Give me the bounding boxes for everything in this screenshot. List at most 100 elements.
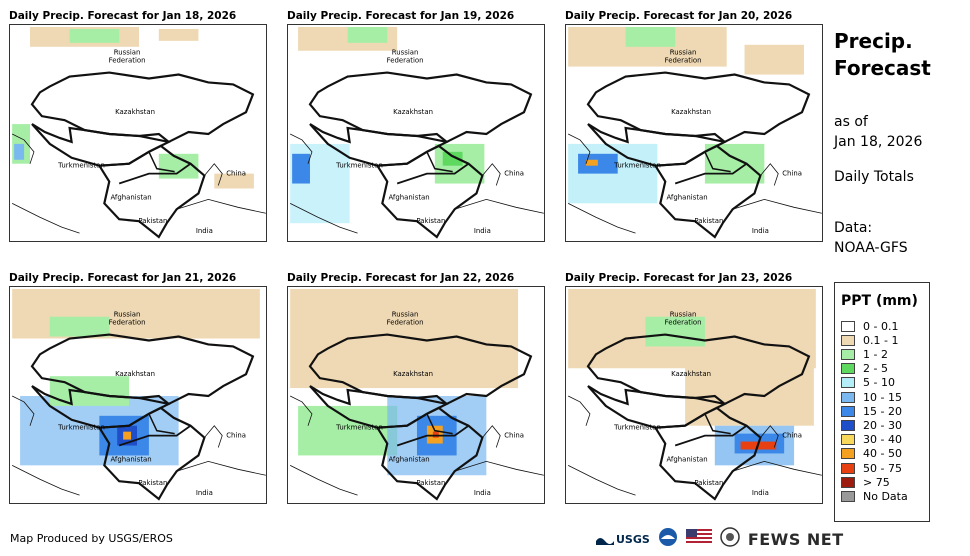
svg-text:Federation: Federation — [387, 57, 424, 65]
legend-item: 30 - 40 — [841, 433, 902, 447]
svg-text:India: India — [474, 227, 491, 235]
panel-title: Daily Precip. Forecast for Jan 19, 2026 — [287, 10, 515, 22]
legend-label: 2 - 5 — [863, 362, 888, 376]
svg-text:Russian: Russian — [114, 49, 141, 57]
precip-overlay — [290, 26, 485, 224]
precip-map: Russian Federation Kazakhstan Turkmenist… — [287, 24, 545, 242]
svg-text:Pakistan: Pakistan — [138, 217, 167, 225]
legend-swatch — [841, 377, 855, 389]
legend-label: No Data — [863, 489, 908, 503]
svg-text:Federation: Federation — [387, 319, 424, 327]
svg-text:China: China — [226, 432, 246, 440]
svg-text:Pakistan: Pakistan — [694, 217, 723, 225]
svg-text:India: India — [474, 489, 491, 497]
svg-text:Federation: Federation — [665, 319, 702, 327]
legend-swatch — [841, 434, 855, 446]
usgs-wave-icon — [596, 538, 614, 545]
legend-swatch — [841, 334, 855, 346]
panel-title: Daily Precip. Forecast for Jan 21, 2026 — [9, 272, 237, 284]
svg-text:Pakistan: Pakistan — [416, 479, 445, 487]
data-source: Data: NOAA-GFS — [834, 220, 908, 256]
svg-text:Afghanistan: Afghanistan — [110, 193, 151, 201]
svg-text:Kazakhstan: Kazakhstan — [115, 370, 155, 378]
legend-label: 10 - 15 — [863, 390, 902, 404]
legend-swatch — [841, 462, 855, 474]
svg-text:India: India — [196, 489, 213, 497]
legend-swatch — [841, 476, 855, 488]
svg-text:India: India — [752, 489, 769, 497]
svg-text:Kazakhstan: Kazakhstan — [671, 108, 711, 116]
us-flag-icon — [685, 529, 712, 549]
legend-label: 1 - 2 — [863, 347, 888, 361]
legend-item: 50 - 75 — [841, 461, 902, 475]
svg-text:Russian: Russian — [392, 311, 419, 319]
svg-text:Turkmenistan: Turkmenistan — [335, 424, 383, 432]
precip-overlay — [290, 288, 519, 476]
svg-text:Federation: Federation — [665, 57, 702, 65]
svg-text:Kazakhstan: Kazakhstan — [393, 370, 433, 378]
svg-text:Afghanistan: Afghanistan — [666, 455, 707, 463]
svg-text:Russian: Russian — [670, 49, 697, 57]
usgs-logo: USGS — [596, 533, 650, 546]
svg-text:Afghanistan: Afghanistan — [388, 455, 429, 463]
precip-overlay — [568, 26, 804, 204]
legend-label: 50 - 75 — [863, 461, 902, 475]
svg-text:China: China — [782, 170, 802, 178]
fews-net-logo: FEWS NET — [747, 529, 844, 549]
legend-swatch — [841, 363, 855, 375]
panel-title: Daily Precip. Forecast for Jan 20, 2026 — [565, 10, 793, 22]
precip-map: Russian Federation Kazakhstan Turkmenist… — [565, 24, 823, 242]
svg-text:Kazakhstan: Kazakhstan — [393, 108, 433, 116]
legend-item: 2 - 5 — [841, 362, 888, 376]
usaid-seal-icon — [720, 527, 740, 551]
svg-text:Russian: Russian — [392, 49, 419, 57]
svg-text:Afghanistan: Afghanistan — [110, 455, 151, 463]
legend-label: 15 - 20 — [863, 404, 902, 418]
panel-title: Daily Precip. Forecast for Jan 18, 2026 — [9, 10, 237, 22]
svg-text:Russian: Russian — [114, 311, 141, 319]
legend-swatch — [841, 490, 855, 502]
legend-item: No Data — [841, 489, 908, 503]
svg-text:China: China — [504, 432, 524, 440]
legend-item: 15 - 20 — [841, 404, 902, 418]
svg-text:China: China — [504, 170, 524, 178]
svg-text:China: China — [226, 170, 246, 178]
svg-text:Kazakhstan: Kazakhstan — [671, 370, 711, 378]
svg-text:Afghanistan: Afghanistan — [666, 193, 707, 201]
legend-label: 30 - 40 — [863, 433, 902, 447]
legend-swatch — [841, 348, 855, 360]
legend-item: 5 - 10 — [841, 376, 895, 390]
legend-label: 5 - 10 — [863, 376, 895, 390]
svg-text:Turkmenistan: Turkmenistan — [613, 424, 661, 432]
legend-title: PPT (mm) — [841, 293, 918, 309]
daily-totals-label: Daily Totals — [834, 169, 914, 185]
svg-text:Afghanistan: Afghanistan — [388, 193, 429, 201]
svg-text:Turkmenistan: Turkmenistan — [57, 424, 105, 432]
svg-text:Turkmenistan: Turkmenistan — [613, 162, 661, 170]
legend-label: 0 - 0.1 — [863, 319, 899, 333]
panel-title: Daily Precip. Forecast for Jan 22, 2026 — [287, 272, 515, 284]
legend-swatch — [841, 320, 855, 332]
credit-text: Map Produced by USGS/EROS — [10, 532, 173, 545]
svg-text:Turkmenistan: Turkmenistan — [57, 162, 105, 170]
svg-text:China: China — [782, 432, 802, 440]
noaa-logo — [658, 527, 678, 551]
legend-swatch — [841, 448, 855, 460]
legend-label: 40 - 50 — [863, 447, 902, 461]
svg-text:Russian: Russian — [670, 311, 697, 319]
svg-text:Pakistan: Pakistan — [138, 479, 167, 487]
svg-text:India: India — [752, 227, 769, 235]
precip-map: Russian Federation Kazakhstan Turkmenist… — [9, 24, 267, 242]
legend-swatch — [841, 405, 855, 417]
precip-map: Russian Federation Kazakhstan Turkmenist… — [565, 286, 823, 504]
logo-strip: USGS FEWS NET — [596, 526, 844, 552]
legend-label: > 75 — [863, 475, 890, 489]
legend-item: 10 - 15 — [841, 390, 902, 404]
svg-text:Kazakhstan: Kazakhstan — [115, 108, 155, 116]
legend-label: 0.1 - 1 — [863, 333, 899, 347]
legend-item: 1 - 2 — [841, 347, 888, 361]
legend-swatch — [841, 419, 855, 431]
legend-label: 20 - 30 — [863, 418, 902, 432]
legend-item: 40 - 50 — [841, 447, 902, 461]
